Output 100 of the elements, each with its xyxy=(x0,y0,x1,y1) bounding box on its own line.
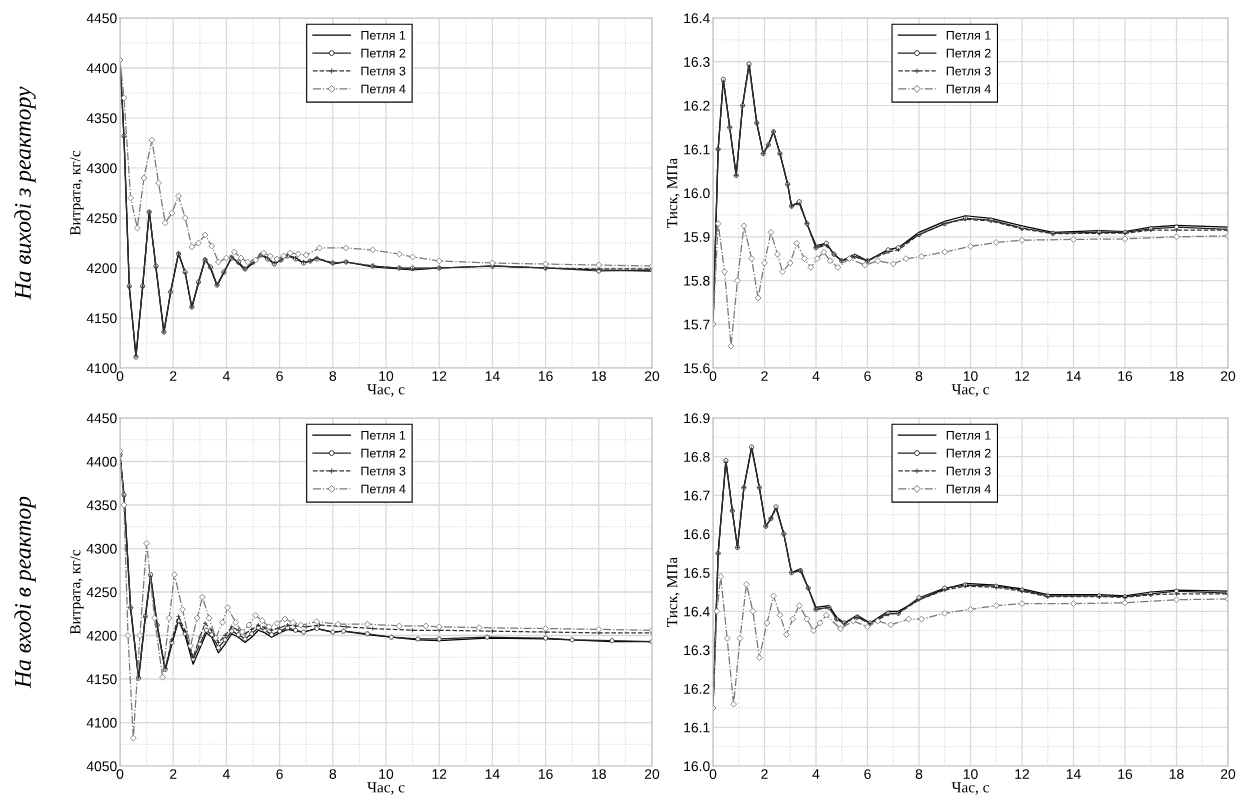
y-tick-label: 16.0 xyxy=(684,761,710,772)
x-tick-label: 14 xyxy=(485,371,500,381)
x-tick-label: 18 xyxy=(592,371,606,381)
y-tick-label: 4200 xyxy=(86,630,117,641)
x-tick-label: 8 xyxy=(915,769,923,779)
x-tick-label: 0 xyxy=(709,371,717,381)
legend-label: Петля 4 xyxy=(361,84,406,94)
x-tick-label: 16 xyxy=(1118,769,1133,779)
legend-label: Петля 4 xyxy=(361,484,406,494)
y-tick-label: 4400 xyxy=(86,63,117,74)
y-tick-label: 16.3 xyxy=(684,645,710,656)
x-tick-label: 18 xyxy=(1169,371,1184,381)
x-tick-label: 10 xyxy=(379,371,394,381)
y-tick-label: 4300 xyxy=(86,163,117,174)
x-tick-label: 2 xyxy=(170,371,177,381)
legend-label: Петля 2 xyxy=(946,48,991,58)
x-tick-label: 0 xyxy=(116,769,124,779)
x-tick-label: 6 xyxy=(276,371,283,381)
x-tick-label: 10 xyxy=(379,769,394,779)
legend-label: Петля 2 xyxy=(361,448,406,458)
text: На вході в реактор xyxy=(14,496,36,689)
legend-label: Петля 1 xyxy=(946,30,991,40)
y-tick-label: 4200 xyxy=(86,263,117,274)
x-tick-label: 0 xyxy=(116,371,124,381)
y-tick-label: 16.4 xyxy=(684,606,710,617)
legend-label: Петля 3 xyxy=(946,66,991,76)
x-tick-label: 12 xyxy=(432,371,447,381)
y-tick-label: 4150 xyxy=(86,674,117,685)
y-tick-label: 16.3 xyxy=(684,57,710,67)
x-tick-label: 4 xyxy=(222,371,230,381)
x-tick-label: 4 xyxy=(222,769,230,779)
y-tick-label: 4350 xyxy=(86,500,117,511)
y-tick-label: 4250 xyxy=(86,587,117,598)
x-tick-label: 6 xyxy=(276,769,283,779)
y-tick-label: 4450 xyxy=(86,413,117,424)
y-tick-label: 4450 xyxy=(86,13,117,24)
x-tick-label: 8 xyxy=(915,371,923,381)
x-tick-label: 14 xyxy=(1066,769,1081,779)
y-tick-label: 16.1 xyxy=(684,722,710,733)
x-tick-label: 4 xyxy=(812,769,820,779)
legend-label: Петля 3 xyxy=(946,466,991,476)
x-tick-label: 12 xyxy=(1015,769,1030,779)
x-tick-label: 18 xyxy=(592,769,606,779)
x-axis-title: Час, с xyxy=(951,384,989,397)
y-tick-label: 16.7 xyxy=(684,490,710,501)
x-tick-label: 6 xyxy=(864,371,871,381)
x-tick-label: 2 xyxy=(170,769,177,779)
y-tick-label: 4100 xyxy=(86,717,117,728)
x-tick-label: 20 xyxy=(1220,371,1236,381)
x-tick-label: 16 xyxy=(1118,371,1133,381)
y-tick-label: 15.8 xyxy=(684,275,710,286)
x-tick-label: 16 xyxy=(538,769,553,779)
x-tick-label: 4 xyxy=(812,371,820,381)
x-tick-label: 14 xyxy=(1066,371,1081,381)
y-tick-label: 16.1 xyxy=(684,144,710,155)
x-tick-label: 18 xyxy=(1169,769,1184,779)
y-tick-label: 4350 xyxy=(86,113,117,124)
legend-label: Петля 4 xyxy=(946,484,991,494)
x-tick-label: 8 xyxy=(329,769,337,779)
x-tick-label: 10 xyxy=(963,769,978,779)
y-tick-label: 16.0 xyxy=(684,188,710,199)
x-tick-label: 0 xyxy=(709,769,717,779)
text: На виході з реактору xyxy=(14,86,36,300)
x-tick-label: 8 xyxy=(329,371,337,381)
x-tick-label: 12 xyxy=(432,769,447,779)
y-axis-title: Витрата, кг/с xyxy=(70,549,84,635)
y-tick-label: 16.9 xyxy=(684,413,710,424)
x-tick-label: 14 xyxy=(485,769,500,779)
legend-label: Петля 3 xyxy=(361,466,406,476)
y-tick-label: 16.6 xyxy=(684,529,710,540)
y-tick-label: 4300 xyxy=(86,543,117,554)
x-tick-label: 20 xyxy=(1220,769,1236,779)
x-tick-label: 10 xyxy=(963,371,978,381)
y-axis-title: Витрата, кг/с xyxy=(70,150,84,236)
y-tick-label: 16.2 xyxy=(684,684,710,694)
y-tick-label: 15.7 xyxy=(684,319,710,330)
x-axis-title: Час, с xyxy=(367,782,405,795)
x-tick-label: 6 xyxy=(864,769,871,779)
y-tick-label: 4400 xyxy=(86,456,117,467)
x-tick-label: 20 xyxy=(644,769,660,779)
y-tick-label: 16.2 xyxy=(684,100,710,111)
x-axis-title: Час, с xyxy=(367,384,405,397)
legend-label: Петля 3 xyxy=(361,66,406,76)
y-tick-label: 4100 xyxy=(86,363,117,374)
x-tick-label: 2 xyxy=(761,769,768,779)
x-tick-label: 12 xyxy=(1015,371,1030,381)
y-tick-label: 4250 xyxy=(86,213,117,224)
x-axis-title: Час, с xyxy=(951,782,989,795)
legend-label: Петля 2 xyxy=(946,448,991,458)
x-tick-label: 2 xyxy=(761,371,768,381)
y-tick-label: 16.5 xyxy=(684,568,710,578)
y-axis-title: Тиск, МПа xyxy=(667,158,680,228)
legend-label: Петля 1 xyxy=(946,430,991,440)
y-tick-label: 4150 xyxy=(86,313,117,324)
legend-label: Петля 4 xyxy=(946,84,991,94)
y-tick-label: 16.8 xyxy=(684,452,710,462)
legend-label: Петля 1 xyxy=(361,430,406,440)
y-tick-label: 4050 xyxy=(86,761,117,772)
y-tick-label: 16.4 xyxy=(684,13,710,24)
legend-label: Петля 1 xyxy=(361,30,406,40)
